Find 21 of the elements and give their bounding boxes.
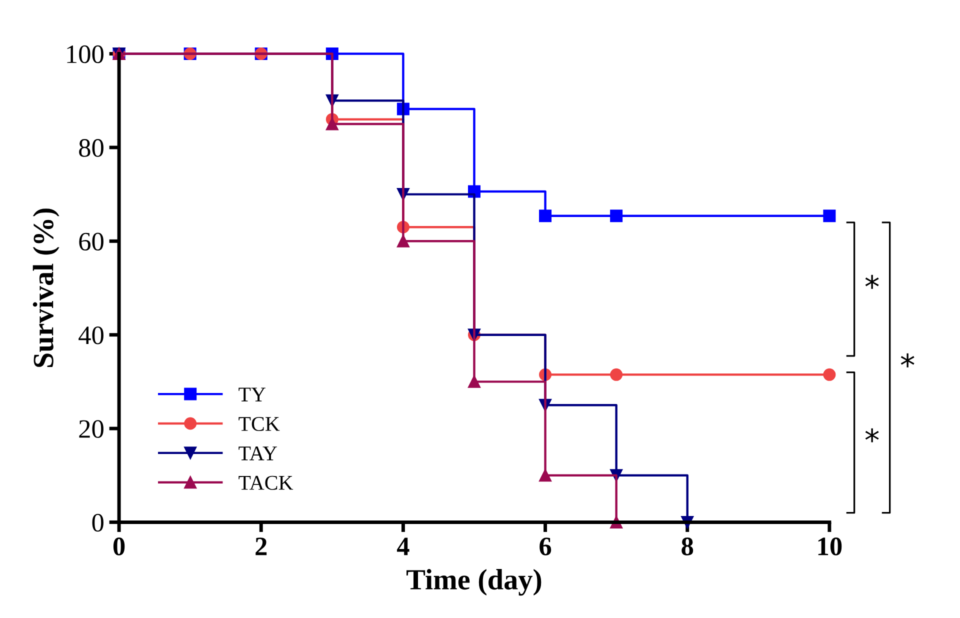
x-tick-label: 2	[256, 538, 267, 556]
x-axis-title: Time (day)	[406, 569, 542, 596]
y-tick-label: 20	[79, 420, 104, 438]
x-tick-label: 10	[818, 538, 842, 556]
y-tick-label: 80	[79, 139, 104, 157]
legend-label: TCK	[238, 416, 280, 431]
x-tick-label: 0	[113, 538, 125, 556]
x-tick-label: 6	[540, 538, 552, 556]
x-tick-label: 4	[396, 538, 410, 556]
y-tick-label: 0	[92, 514, 104, 532]
y-tick-label: 60	[79, 232, 104, 251]
legend-label: TY	[238, 388, 266, 402]
text: *	[865, 428, 879, 442]
legend-label: TACK	[238, 476, 294, 490]
x-tick-label: 8	[682, 538, 694, 556]
text: *	[900, 353, 914, 368]
text: *	[865, 274, 879, 289]
y-axis-title: Survival (%)	[32, 208, 60, 368]
y-tick-label: 40	[78, 326, 104, 344]
legend-label: TAY	[238, 446, 277, 460]
y-tick-label: 100	[67, 45, 104, 64]
